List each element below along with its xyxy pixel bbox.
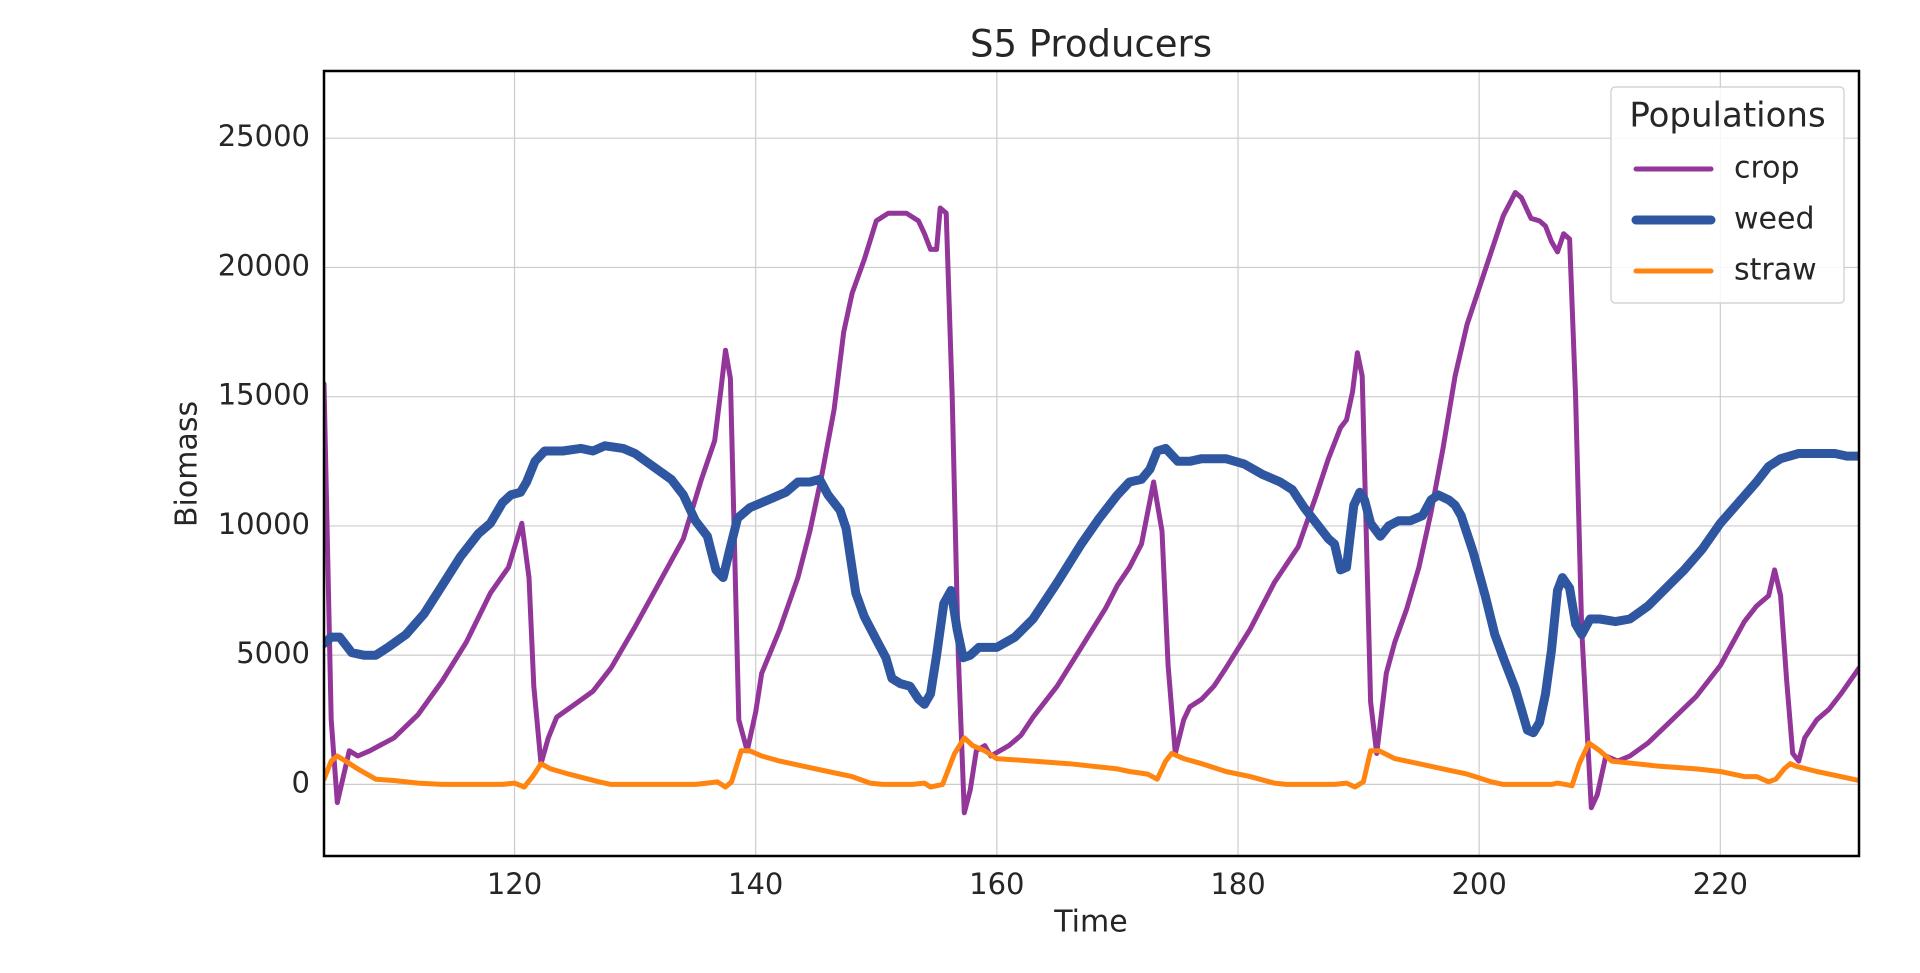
y-tick-label: 25000	[218, 119, 310, 153]
x-tick-label: 200	[1451, 867, 1506, 901]
series-line	[324, 441, 1859, 738]
legend-label: straw	[1734, 253, 1817, 288]
y-tick-label: 20000	[218, 248, 310, 282]
legend-box	[1610, 86, 1845, 304]
x-tick-label: 180	[1210, 867, 1265, 901]
legend-label: weed	[1734, 202, 1815, 237]
x-axis-label: Time	[1053, 905, 1127, 940]
y-tick-label: 15000	[218, 378, 310, 412]
y-tick-label: 5000	[236, 636, 310, 670]
grid	[324, 71, 1859, 856]
x-tick-label: 140	[728, 867, 783, 901]
legend-title: Populations	[1629, 96, 1825, 136]
legend-label: crop	[1734, 151, 1800, 186]
x-tick-label: 160	[969, 867, 1024, 901]
series-line	[324, 735, 1859, 790]
plot-frame	[322, 69, 1861, 858]
chart-title: S5 Producers	[970, 23, 1212, 66]
y-axis-label: Biomass	[170, 401, 205, 527]
y-tick-label: 0	[292, 765, 310, 799]
legend: Populations crop weed straw	[1610, 86, 1845, 304]
x-tick-label: 120	[487, 867, 542, 901]
y-tick-label: 10000	[218, 507, 310, 541]
x-tick-label: 220	[1693, 867, 1748, 901]
series-line	[324, 190, 1859, 816]
lines	[324, 190, 1859, 816]
